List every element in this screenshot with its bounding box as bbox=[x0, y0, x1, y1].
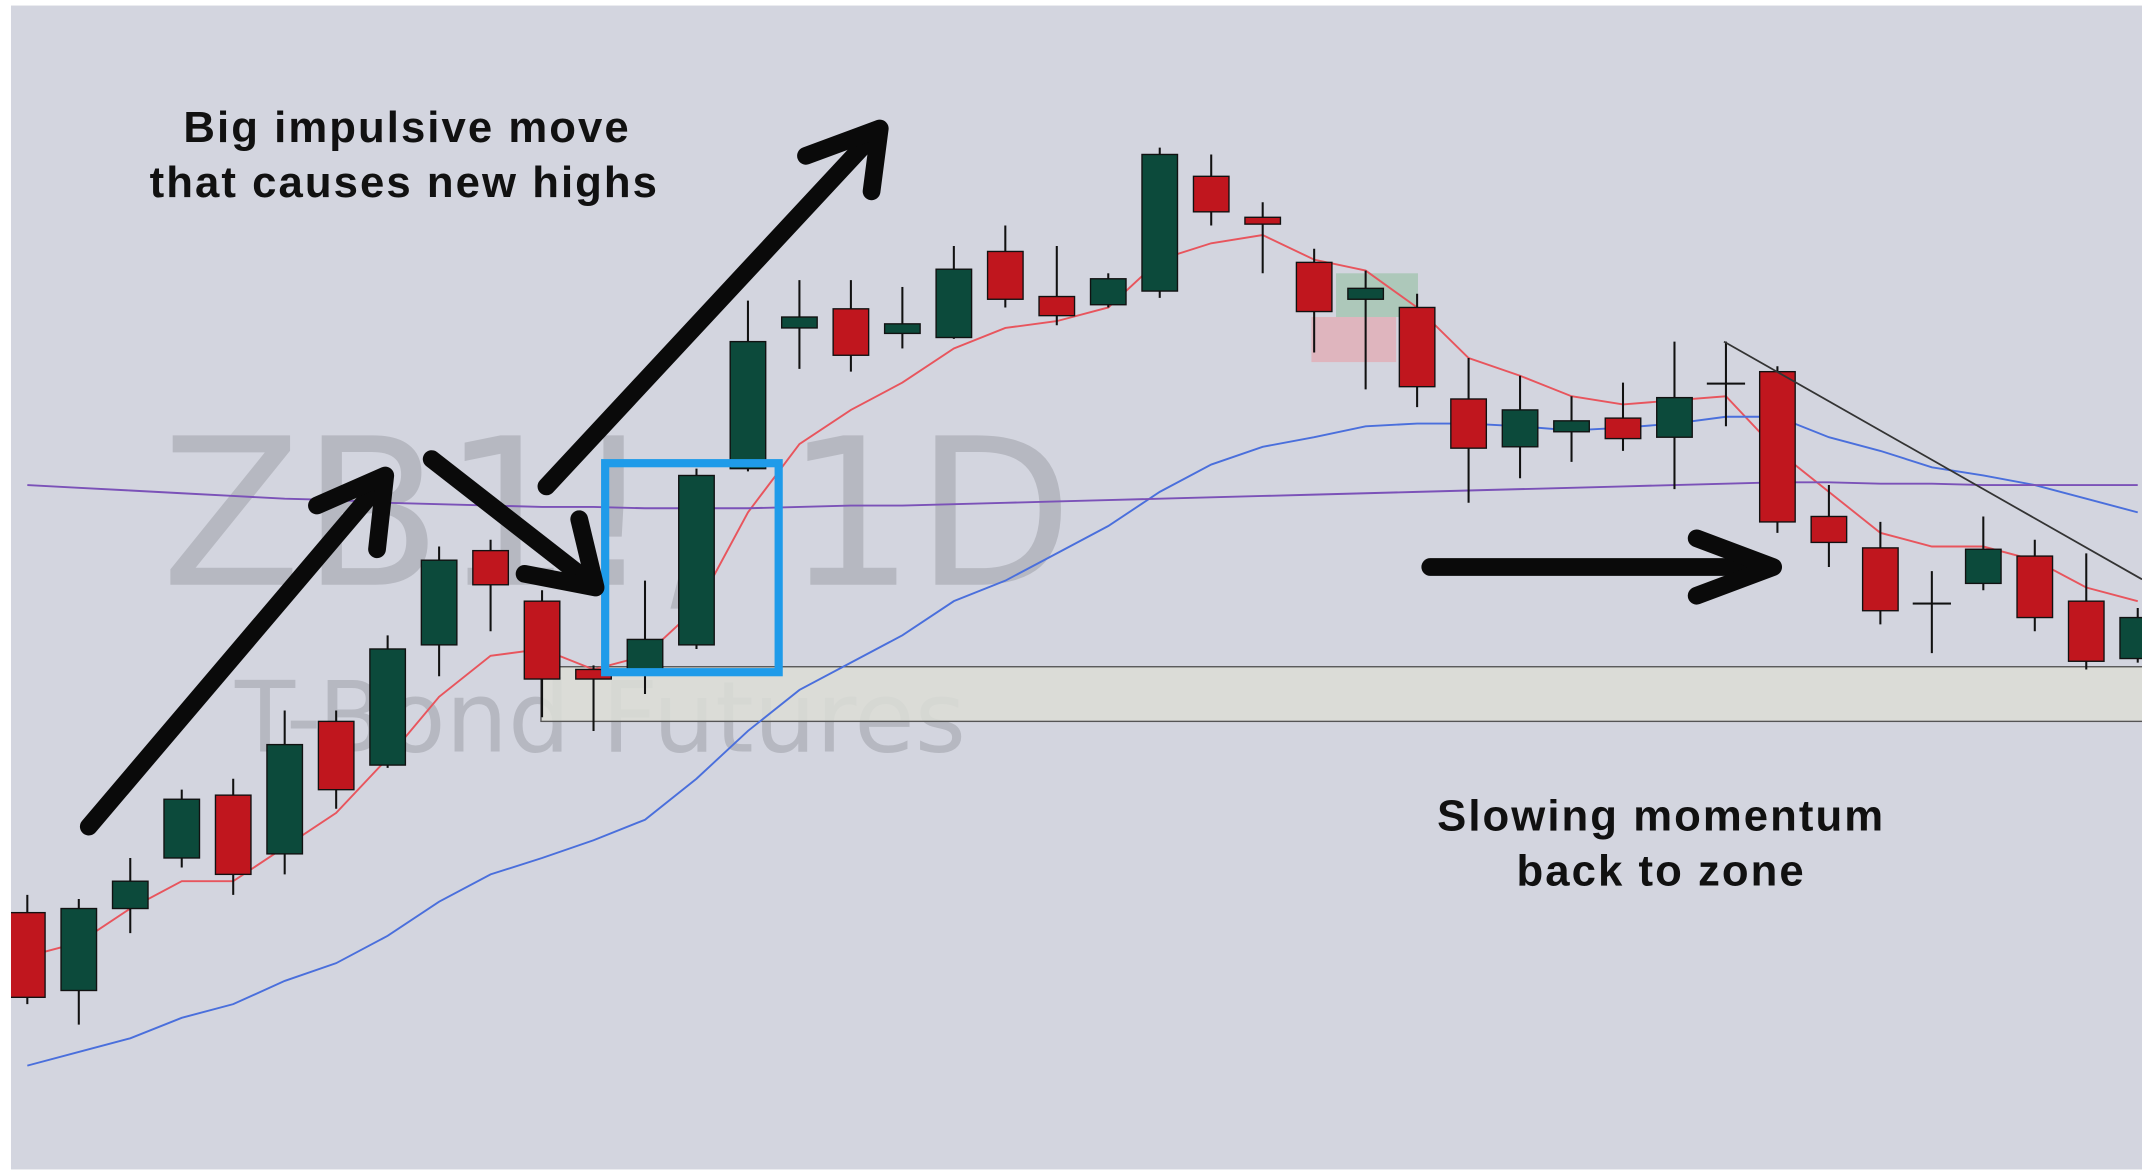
candle-body bbox=[1912, 602, 1951, 605]
candle-body bbox=[780, 316, 818, 329]
candle-body bbox=[60, 907, 98, 992]
candle-body bbox=[523, 600, 561, 680]
candle-body bbox=[935, 268, 973, 339]
candle-body bbox=[832, 308, 870, 356]
trend-line bbox=[1723, 340, 2142, 581]
highlight-box bbox=[601, 459, 783, 677]
arrow-head bbox=[1687, 529, 1783, 605]
arrow bbox=[79, 472, 392, 836]
candle-body bbox=[111, 880, 149, 910]
watermark-title: ZB1!, 1D bbox=[161, 396, 1073, 634]
candle-body bbox=[214, 794, 252, 876]
candle-body bbox=[472, 549, 510, 586]
candle-body bbox=[1398, 306, 1436, 388]
candle-body bbox=[1553, 420, 1590, 433]
candle-body bbox=[1347, 287, 1385, 300]
candle-body bbox=[1141, 153, 1179, 292]
candle-body bbox=[1810, 515, 1848, 544]
annotation-line: back to zone bbox=[1516, 846, 1805, 895]
candle-body bbox=[1604, 417, 1642, 440]
plot-background bbox=[10, 5, 2142, 1170]
candle-body bbox=[163, 798, 201, 859]
support-zone bbox=[540, 666, 2142, 723]
candle-body bbox=[626, 638, 664, 673]
candle-body bbox=[317, 720, 355, 791]
candle-body bbox=[1656, 396, 1693, 438]
frame-left bbox=[0, 0, 11, 1175]
candle-body bbox=[1089, 278, 1127, 306]
arrow-head bbox=[797, 119, 889, 201]
candle-body bbox=[2067, 600, 2105, 662]
candle-body bbox=[1861, 547, 1899, 612]
annotation-line: Slowing momentum bbox=[1437, 792, 1885, 841]
candle-body bbox=[986, 250, 1024, 300]
candle-body bbox=[420, 559, 458, 646]
arrow-head bbox=[515, 510, 605, 597]
candle-body bbox=[1501, 409, 1539, 448]
arrow bbox=[537, 122, 886, 496]
arrow bbox=[422, 450, 602, 594]
annotation-line: that causes new highs bbox=[150, 158, 659, 207]
candle-body bbox=[369, 648, 407, 766]
candle-body bbox=[729, 340, 767, 470]
candle-body bbox=[2016, 555, 2054, 619]
annotation-line: Big impulsive move bbox=[183, 103, 630, 152]
candle-body bbox=[1244, 216, 1282, 225]
highlight-red bbox=[1311, 317, 1397, 363]
candle-body bbox=[1706, 382, 1746, 385]
candle-body bbox=[1758, 370, 1796, 523]
candle-body bbox=[678, 474, 715, 646]
candle-body bbox=[883, 323, 921, 335]
candle-body bbox=[1295, 261, 1333, 313]
candle-body bbox=[1038, 295, 1076, 317]
candle-body bbox=[1450, 398, 1488, 449]
candle-body bbox=[10, 911, 46, 999]
arrow-head bbox=[308, 466, 395, 559]
candle-body bbox=[1192, 175, 1230, 213]
candle-body bbox=[1964, 548, 2002, 585]
candle-body bbox=[2119, 616, 2142, 660]
candle-body bbox=[266, 743, 304, 855]
